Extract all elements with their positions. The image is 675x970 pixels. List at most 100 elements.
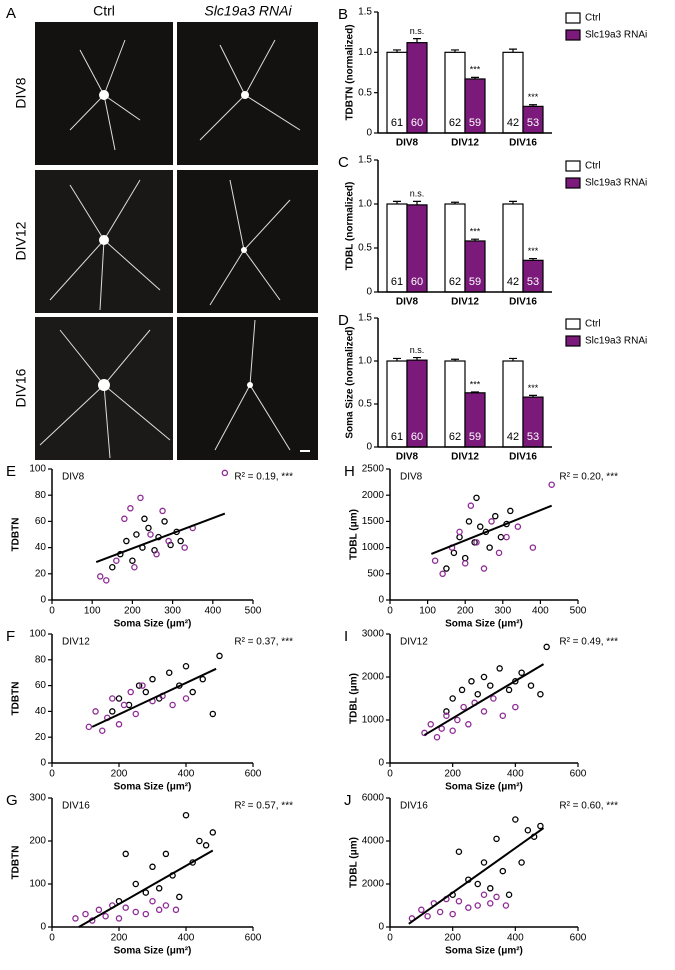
point	[496, 665, 503, 672]
y-tick-label: 100	[29, 629, 46, 640]
error-bar	[509, 357, 517, 361]
count-label: 62	[449, 276, 461, 288]
fit-line	[95, 512, 226, 563]
error-bar	[413, 38, 421, 43]
point	[123, 537, 130, 545]
x-tick-label: 0	[387, 769, 393, 780]
point	[165, 537, 172, 545]
legend-swatch	[565, 29, 581, 41]
x-axis-label: Soma Size (μm²)	[445, 946, 523, 957]
point	[82, 910, 89, 918]
y-tick-label: 2000	[362, 672, 385, 683]
count-label: 62	[449, 117, 461, 129]
point	[486, 544, 493, 551]
x-tick-label: 500	[570, 606, 587, 617]
y-tick-label: 3000	[362, 629, 385, 640]
y-tick-label: 0	[366, 128, 372, 139]
y-tick-label: 0	[366, 287, 372, 298]
point	[439, 570, 446, 578]
annotation: R² = 0.49, ***	[559, 637, 618, 648]
x-tick-label: 200	[111, 933, 128, 944]
point	[497, 533, 505, 541]
point	[465, 904, 472, 911]
y-tick-label: 0.5	[358, 399, 372, 410]
point	[456, 528, 463, 536]
point	[480, 565, 488, 572]
count-label: 53	[527, 276, 539, 288]
fit-line	[78, 849, 214, 928]
point	[487, 682, 494, 689]
x-tick-label: DIV8	[396, 452, 419, 463]
point	[487, 900, 494, 907]
x-tick-label: 600	[570, 933, 587, 944]
point	[142, 910, 150, 918]
y-tick-label: 1.0	[358, 47, 372, 58]
error-bar	[413, 200, 421, 205]
y-tick-label: 6000	[362, 793, 385, 804]
count-label: 60	[411, 117, 423, 129]
point	[137, 494, 144, 502]
point	[189, 688, 196, 696]
point	[127, 688, 134, 696]
point	[165, 669, 173, 676]
significance: ***	[528, 92, 539, 102]
error-bar	[529, 104, 537, 107]
x-tick-label: DIV8	[396, 138, 419, 149]
point	[113, 557, 120, 564]
point	[161, 518, 168, 525]
point	[169, 701, 176, 709]
point	[443, 712, 450, 719]
x-tick-label: 600	[570, 769, 587, 780]
point	[182, 695, 190, 702]
point	[149, 675, 156, 683]
point	[480, 708, 488, 715]
legend-label: Slc19a3 RNAi	[585, 178, 647, 189]
point	[149, 863, 156, 871]
column-label: Slc19a3 RNAi	[204, 3, 292, 19]
point	[103, 577, 110, 584]
y-tick-label: 0	[40, 758, 46, 769]
panel-letter: F	[6, 628, 15, 645]
count-label: 42	[507, 117, 519, 129]
point	[135, 682, 143, 689]
point	[147, 531, 154, 538]
y-axis-label: Soma Size (normalized)	[345, 326, 356, 438]
panel-letter: E	[6, 463, 16, 480]
error-bar	[393, 49, 401, 53]
y-tick-label: 40	[35, 706, 47, 717]
y-tick-label: 100	[29, 464, 46, 475]
plot-title: DIV12	[400, 637, 428, 648]
significance: ***	[470, 65, 481, 75]
point	[503, 533, 510, 541]
legend-label: Ctrl	[585, 13, 601, 24]
y-tick-label: 40	[35, 542, 47, 553]
y-axis-label: TDBL (μm)	[349, 673, 360, 724]
y-tick-label: 0	[378, 758, 384, 769]
point	[537, 690, 544, 698]
point	[427, 721, 434, 728]
point	[474, 880, 481, 888]
point	[529, 544, 537, 551]
panel-letter: I	[344, 628, 348, 645]
legend-swatch	[565, 160, 581, 172]
row-label: DIV16	[13, 368, 29, 407]
count-label: 53	[527, 431, 539, 443]
error-bar	[471, 76, 479, 79]
point	[172, 906, 180, 914]
point	[468, 678, 475, 685]
count-label: 53	[527, 117, 539, 129]
y-tick-label: 0	[40, 922, 46, 933]
x-tick-label: 200	[111, 769, 128, 780]
error-bar	[451, 201, 459, 204]
x-tick-label: DIV16	[509, 138, 537, 149]
neuron-sketch	[39, 39, 301, 459]
y-axis-label: TDBTN (normalized)	[345, 24, 356, 120]
fit-line	[423, 663, 545, 736]
point	[490, 695, 497, 702]
x-axis-label: Soma Size (μm²)	[114, 946, 192, 957]
y-tick-label: 1.0	[358, 199, 372, 210]
y-tick-label: 1.5	[358, 155, 372, 166]
panel-letter: G	[6, 792, 18, 809]
y-tick-label: 200	[29, 836, 46, 847]
point	[512, 703, 519, 711]
